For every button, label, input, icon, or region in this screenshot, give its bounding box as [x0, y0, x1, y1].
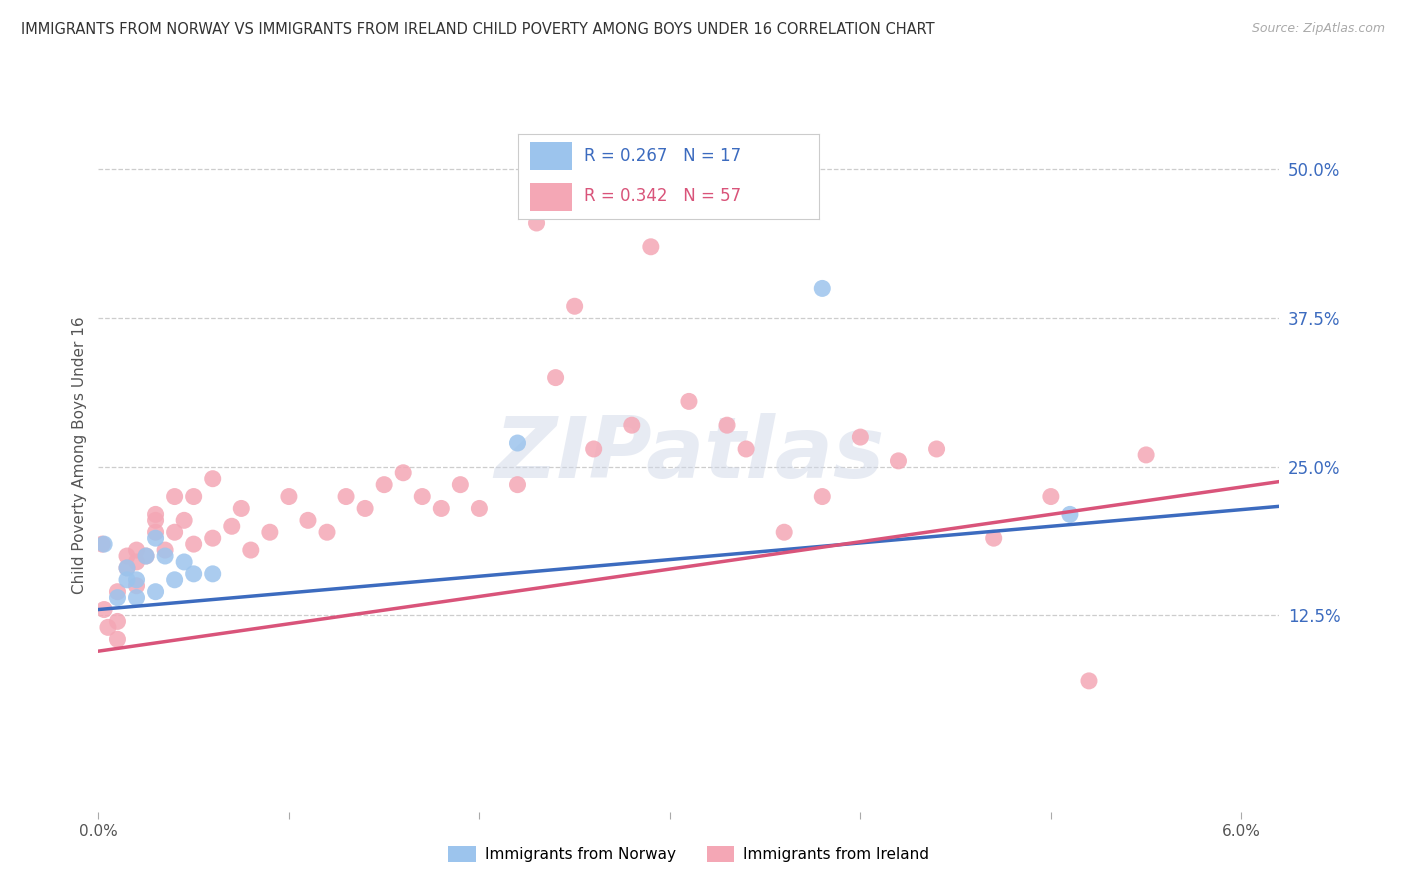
Point	[125, 555, 148, 569]
Point	[373, 477, 395, 491]
Point	[163, 573, 186, 587]
Point	[125, 591, 148, 605]
Bar	[530, 183, 572, 211]
Point	[173, 513, 195, 527]
Point	[201, 566, 224, 581]
Point	[544, 370, 567, 384]
Point	[163, 490, 186, 504]
Point	[1135, 448, 1157, 462]
Point	[716, 418, 738, 433]
Point	[297, 513, 319, 527]
Point	[135, 549, 157, 563]
Point	[735, 442, 758, 456]
Point	[135, 549, 157, 563]
Point	[153, 543, 176, 558]
Point	[411, 490, 433, 504]
Text: Source: ZipAtlas.com: Source: ZipAtlas.com	[1251, 22, 1385, 36]
Point	[1078, 673, 1101, 688]
Point	[145, 525, 167, 540]
Point	[201, 472, 224, 486]
Point	[145, 531, 167, 545]
Point	[153, 549, 176, 563]
Text: ZIPatlas: ZIPatlas	[494, 413, 884, 497]
Point	[125, 579, 148, 593]
Point	[849, 430, 872, 444]
Point	[97, 620, 120, 634]
Point	[115, 573, 138, 587]
Point	[526, 216, 548, 230]
Point	[93, 602, 115, 616]
Point	[91, 537, 114, 551]
Y-axis label: Child Poverty Among Boys Under 16: Child Poverty Among Boys Under 16	[72, 316, 87, 594]
Point	[773, 525, 796, 540]
Point	[1039, 490, 1062, 504]
Point	[1059, 508, 1081, 522]
Point	[316, 525, 339, 540]
Point	[239, 543, 262, 558]
Bar	[530, 142, 572, 169]
Point	[354, 501, 377, 516]
Point	[811, 490, 834, 504]
Legend: Immigrants from Norway, Immigrants from Ireland: Immigrants from Norway, Immigrants from …	[443, 840, 935, 868]
Point	[887, 454, 910, 468]
Text: R = 0.267   N = 17: R = 0.267 N = 17	[583, 147, 741, 165]
Point	[449, 477, 471, 491]
Point	[582, 442, 605, 456]
Point	[506, 436, 529, 450]
Point	[145, 513, 167, 527]
Point	[93, 537, 115, 551]
Point	[221, 519, 243, 533]
Point	[115, 549, 138, 563]
Point	[107, 615, 129, 629]
Point	[640, 240, 662, 254]
Point	[107, 584, 129, 599]
Point	[620, 418, 643, 433]
Point	[145, 584, 167, 599]
Point	[183, 490, 205, 504]
Point	[259, 525, 281, 540]
Point	[125, 543, 148, 558]
Point	[163, 525, 186, 540]
Point	[277, 490, 299, 504]
Point	[115, 561, 138, 575]
Point	[983, 531, 1005, 545]
Point	[678, 394, 700, 409]
Point	[145, 508, 167, 522]
Point	[125, 573, 148, 587]
Point	[468, 501, 491, 516]
Point	[183, 537, 205, 551]
Point	[811, 281, 834, 295]
Point	[173, 555, 195, 569]
Point	[925, 442, 948, 456]
Point	[183, 566, 205, 581]
Point	[564, 299, 586, 313]
Point	[107, 632, 129, 647]
Point	[392, 466, 415, 480]
Point	[107, 591, 129, 605]
Point	[201, 531, 224, 545]
Text: IMMIGRANTS FROM NORWAY VS IMMIGRANTS FROM IRELAND CHILD POVERTY AMONG BOYS UNDER: IMMIGRANTS FROM NORWAY VS IMMIGRANTS FRO…	[21, 22, 935, 37]
Point	[231, 501, 253, 516]
Point	[115, 561, 138, 575]
Point	[335, 490, 357, 504]
Point	[430, 501, 453, 516]
Text: R = 0.342   N = 57: R = 0.342 N = 57	[583, 187, 741, 205]
Point	[506, 477, 529, 491]
